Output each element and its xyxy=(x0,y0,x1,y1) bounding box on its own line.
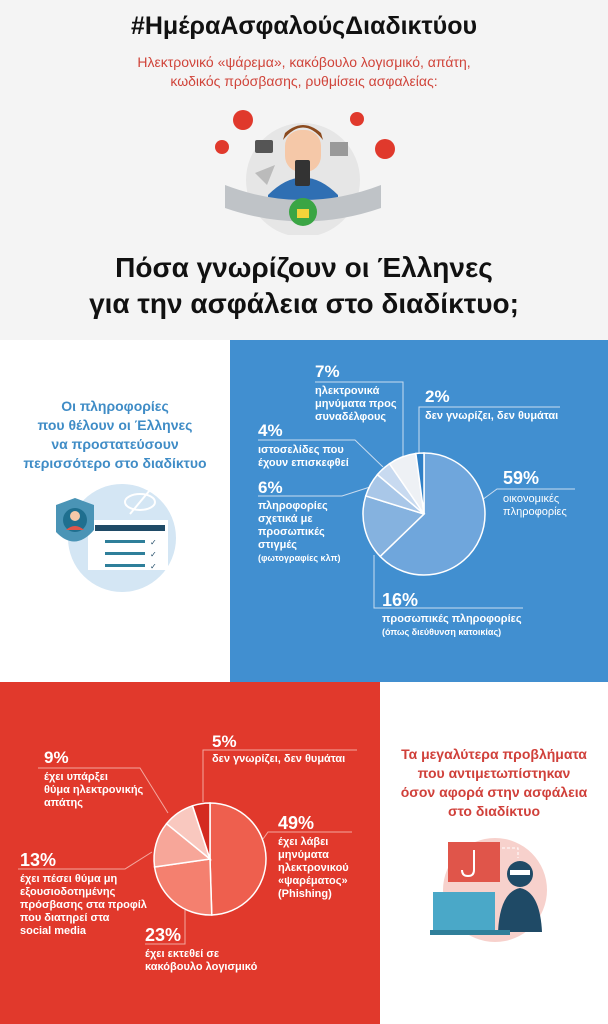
pct-label: 16% xyxy=(382,590,419,610)
slice-desc: ηλεκτρονικά μηνύματα προς συναδέλφους xyxy=(315,385,397,423)
user-security-illustration xyxy=(215,110,395,235)
laptop-icon xyxy=(433,892,495,930)
problems-panel: Τα μεγαλύτερα προβλήματα που αντιμετωπίσ… xyxy=(380,682,608,1024)
protected-info-chart-panel: 7% ηλεκτρονικά μηνύματα προς συναδέλφους 2… xyxy=(230,340,608,682)
slice-desc: δεν γνωρίζει, δεν θυμάται xyxy=(212,753,346,765)
leader-lines xyxy=(258,381,575,609)
headline-line: Πόσα γνωρίζουν οι Έλληνες xyxy=(115,252,493,283)
heading-line: Τα μεγαλύτερα προβλήματα xyxy=(401,746,587,762)
heading-line: περισσότερο στο διαδίκτυο xyxy=(23,455,207,471)
pct-label: 49% xyxy=(278,813,315,833)
pct-label: 4% xyxy=(258,421,283,440)
headline-line: για την ασφάλεια στο διαδίκτυο; xyxy=(89,288,519,319)
pie-slice-49pct xyxy=(209,802,267,916)
pct-label: 6% xyxy=(258,478,283,497)
folder-icon xyxy=(330,142,348,156)
svg-text:✓: ✓ xyxy=(150,538,157,547)
security-problems-chart-panel: 5% δεν γνωρίζει, δεν θυμάται 9% έχει υπά… xyxy=(0,682,380,1024)
slice-desc: έχει πέσει θύμα μη εξουσιοδοτημένης πρόσβα… xyxy=(20,873,147,937)
phone-icon xyxy=(295,160,310,186)
pie-slice-5pct xyxy=(191,802,211,860)
info-heading: Οι πληροφορίες που θέλουν οι Έλληνες να … xyxy=(0,397,230,473)
heading-line: όσον αφορά στην ασφάλεια xyxy=(400,784,588,800)
pie-slice-2pct xyxy=(415,452,425,515)
heading-line: στο διαδίκτυο xyxy=(448,803,540,819)
heading-line: που θέλουν οι Έλληνες xyxy=(37,417,193,433)
virus-icon xyxy=(233,110,253,130)
slice-desc: έχει υπάρξει θύμα ηλεκτρονικής απάτης xyxy=(44,771,144,809)
info-panel: Οι πληροφορίες που θέλουν οι Έλληνες να … xyxy=(0,340,230,682)
heading-line: Οι πληροφορίες xyxy=(61,398,169,414)
hacker-icon xyxy=(498,888,542,932)
pct-label: 13% xyxy=(20,850,57,870)
virus-icon xyxy=(375,139,395,159)
hidden-eye-icon xyxy=(124,493,156,511)
phishing-hacker-illustration xyxy=(430,838,547,942)
pct-label: 5% xyxy=(212,732,237,751)
pie-chart-security-problems xyxy=(153,802,267,916)
pie-slice-23pct xyxy=(153,858,213,916)
svg-text:✓: ✓ xyxy=(150,562,157,571)
svg-text:✓: ✓ xyxy=(150,550,157,559)
bug-icon xyxy=(350,112,364,126)
bug-icon xyxy=(215,140,229,154)
subtitle: Ηλεκτρονικό «ψάρεμα», κακόβουλο λογισμικ… xyxy=(60,53,548,91)
pct-label: 9% xyxy=(44,748,69,767)
hashtag-title: #ΗμέραΑσφαλούςΔιαδικτύου xyxy=(130,12,478,40)
slice-desc: δεν γνωρίζει, δεν θυμάται xyxy=(425,410,559,422)
pct-label: 2% xyxy=(425,387,450,406)
pct-label: 7% xyxy=(315,362,340,381)
pie-slice-16pct xyxy=(362,494,426,558)
slice-desc: προσωπικές πληροφορίες (όπως διεύθυνση κ… xyxy=(382,613,522,637)
slice-desc: έχει εκτεθεί σε κακόβουλο λογισμικό xyxy=(145,948,258,973)
slice-desc: οικονομικές πληροφορίες xyxy=(503,493,567,518)
headline: Πόσα γνωρίζουν οι Έλληνες για την ασφάλε… xyxy=(0,250,608,322)
camera-icon xyxy=(255,140,273,153)
mail-icon xyxy=(255,165,275,185)
pct-label: 59% xyxy=(503,468,540,488)
slice-desc: πληροφορίες σχετικά με προσωπικές στιγμές (… xyxy=(258,500,341,563)
leader-lines xyxy=(18,749,357,945)
pie-chart-protected-info xyxy=(362,452,486,576)
data-protection-illustration: ✓ ✓ ✓ xyxy=(56,484,176,592)
subtitle-line: Ηλεκτρονικό «ψάρεμα», κακόβουλο λογισμικ… xyxy=(137,54,471,70)
heading-line: να προστατεύσουν xyxy=(51,436,179,452)
heading-line: που αντιμετωπίστηκαν xyxy=(417,765,571,781)
slice-desc: ιστοσελίδες που έχουν επισκεφθεί xyxy=(258,444,349,469)
problems-heading: Τα μεγαλύτερα προβλήματα που αντιμετωπίσ… xyxy=(380,745,608,821)
pct-label: 23% xyxy=(145,925,182,945)
pie-slice-59pct xyxy=(379,452,486,576)
slice-desc: έχει λάβει μηνύματα ηλεκτρονικού «ψαρέματος… xyxy=(278,836,349,900)
subtitle-line: κωδικός πρόσβασης, ρυθμίσεις ασφαλείας: xyxy=(170,73,438,89)
